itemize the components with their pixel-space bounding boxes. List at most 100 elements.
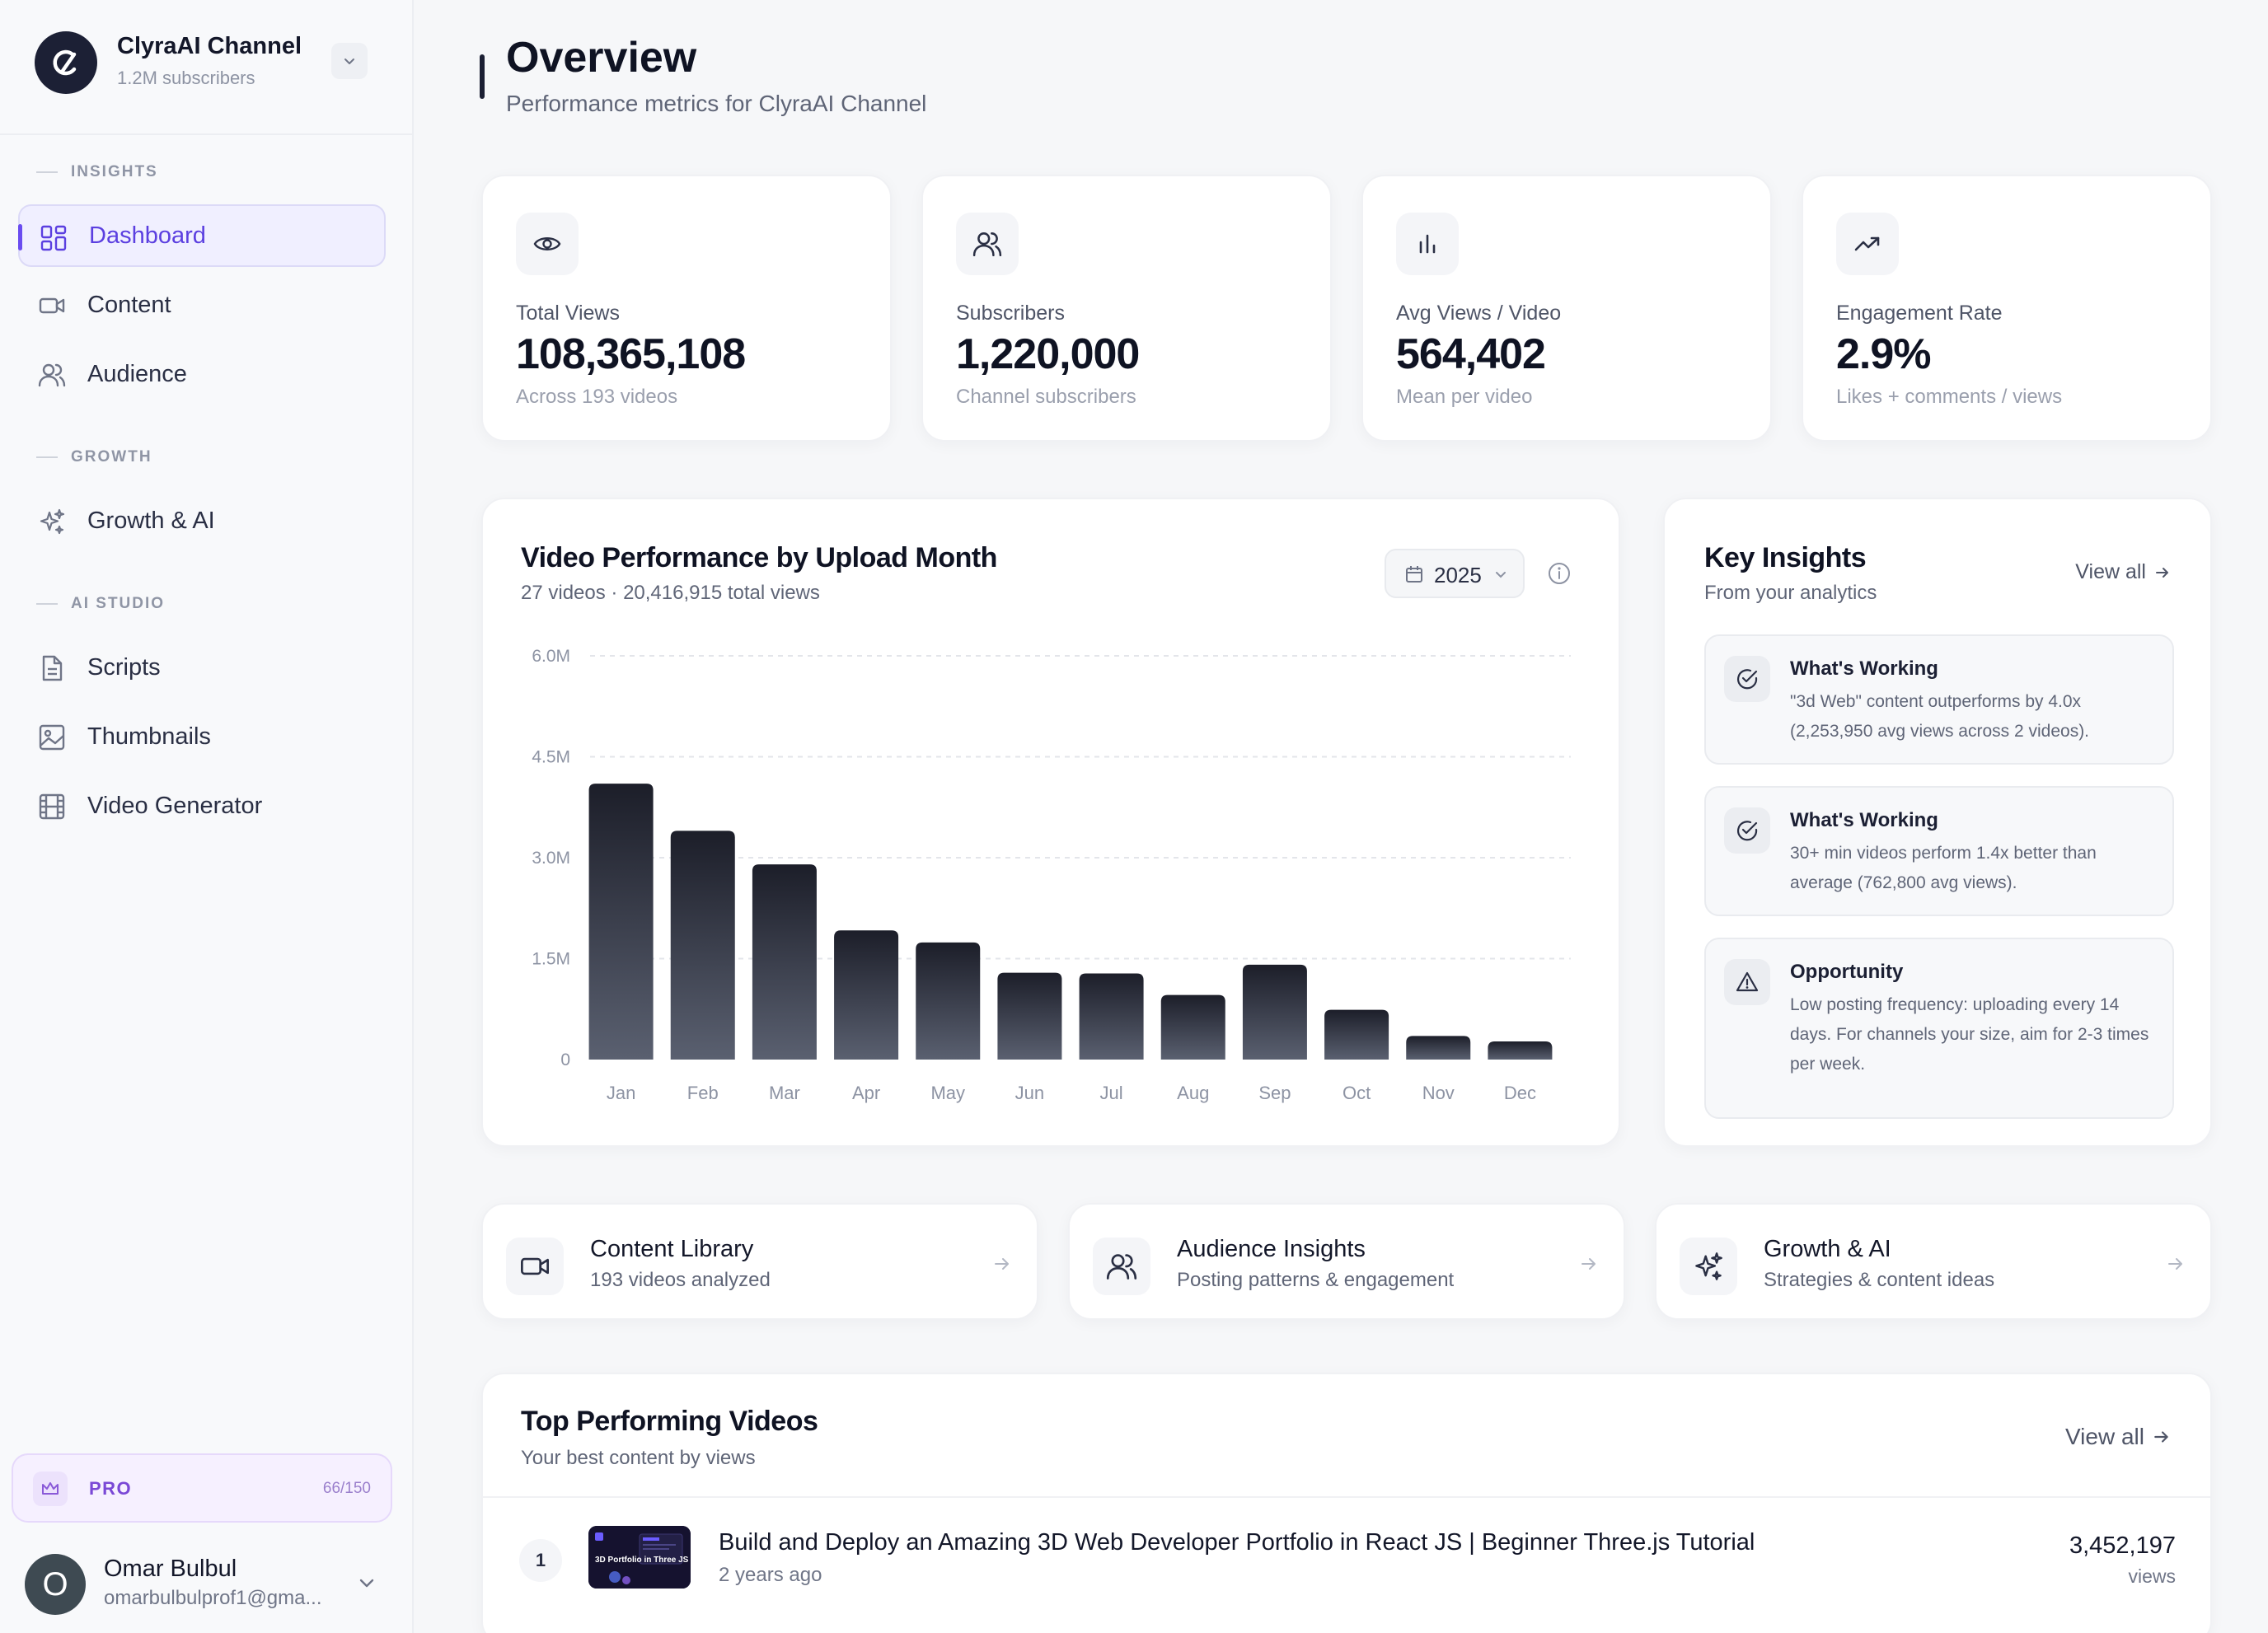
x-tick-label: Aug [1177, 1083, 1209, 1103]
sidebar-item-audience[interactable]: Audience [18, 343, 386, 405]
x-tick-label: Oct [1343, 1083, 1371, 1103]
sidebar-item-label: Audience [87, 360, 187, 387]
growth-ai-link[interactable]: Growth & AI Strategies & content ideas [1655, 1203, 2212, 1320]
y-tick-label: 3.0M [532, 849, 570, 868]
video-age: 2 years ago [719, 1564, 822, 1586]
bar-apr[interactable] [834, 930, 899, 1060]
info-icon[interactable] [1546, 560, 1572, 587]
stat-label: Total Views [516, 302, 620, 325]
arrow-right-icon [995, 1258, 1009, 1270]
link-subtitle: 193 videos analyzed [590, 1269, 771, 1291]
nav-section-ai-studio: AI STUDIO [36, 595, 165, 613]
x-tick-label: Sep [1258, 1083, 1291, 1103]
video-rank: 1 [519, 1539, 562, 1582]
stat-note: Mean per video [1396, 386, 1533, 408]
sidebar-item-video-generator[interactable]: Video Generator [18, 774, 386, 837]
bar-nov[interactable] [1406, 1036, 1471, 1060]
x-tick-label: Dec [1504, 1083, 1536, 1103]
sparkles-icon [40, 508, 65, 535]
stat-value: 564,402 [1396, 330, 1546, 378]
bar-mar[interactable] [752, 864, 817, 1060]
bar-feb[interactable] [670, 831, 735, 1060]
stat-label: Subscribers [956, 302, 1065, 325]
bar-oct[interactable] [1324, 1009, 1389, 1060]
stat-value: 1,220,000 [956, 330, 1140, 378]
insight-text: 30+ min videos perform 1.4x better than … [1790, 844, 2097, 892]
stat-note: Channel subscribers [956, 386, 1136, 408]
audience-insights-link[interactable]: Audience Insights Posting patterns & eng… [1068, 1203, 1625, 1320]
year-select[interactable]: 2025 [1385, 549, 1525, 598]
sidebar-item-scripts[interactable]: Scripts [18, 636, 386, 699]
y-tick-label: 0 [560, 1050, 570, 1069]
stat-note: Across 193 videos [516, 386, 678, 408]
users-icon [38, 363, 66, 387]
insight-title: Opportunity [1790, 961, 1904, 983]
warning-triangle-icon [1724, 959, 1770, 1005]
video-camera-icon [39, 297, 65, 314]
content-library-link[interactable]: Content Library 193 videos analyzed [481, 1203, 1038, 1320]
eye-icon [516, 213, 579, 275]
document-icon [42, 655, 63, 681]
sidebar-item-label: Thumbnails [87, 723, 211, 750]
insights-view-all-link[interactable]: View all [2075, 560, 2171, 584]
x-tick-label: Jun [1015, 1083, 1044, 1103]
x-tick-label: May [930, 1083, 965, 1103]
arrow-right-icon [2168, 1258, 2182, 1270]
sidebar-item-growth-ai[interactable]: Growth & AI [18, 489, 386, 552]
video-thumbnail: 3D Portfolio in Three JS [588, 1526, 691, 1589]
plan-usage-count: 66/150 [322, 1480, 371, 1497]
insight-item[interactable]: Opportunity Low posting frequency: uploa… [1704, 938, 2174, 1119]
top-videos-subtitle: Your best content by views [521, 1447, 756, 1469]
y-tick-label: 4.5M [532, 748, 570, 767]
insight-text: "3d Web" content outperforms by 4.0x (2,… [1790, 692, 2090, 741]
bar-jun[interactable] [997, 972, 1062, 1060]
stat-label: Avg Views / Video [1396, 302, 1562, 325]
chart-subtitle: 27 videos · 20,416,915 total views [521, 582, 820, 604]
bar-chart: 0 1.5M 3.0M 4.5M 6.0M Jan Feb Mar Apr May Jun Jul Au… [532, 647, 1571, 1103]
channel-logo [35, 31, 97, 94]
table-row[interactable]: 1 3D Portfolio in Three JS Build and Dep… [483, 1496, 2210, 1618]
sidebar-item-content[interactable]: Content [18, 274, 386, 336]
chevron-down-icon[interactable] [353, 1569, 381, 1597]
view-all-label: View all [2065, 1424, 2144, 1449]
user-menu[interactable]: O Omar Bulbul omarbulbulprof1@gma... [0, 1541, 412, 1633]
channel-subscribers: 1.2M subscribers [117, 68, 255, 88]
stat-card-total-views: Total Views 108,365,108 Across 193 video… [481, 175, 892, 442]
x-tick-label: Nov [1422, 1083, 1455, 1103]
sidebar: ClyraAI Channel 1.2M subscribers INSIGHT… [0, 0, 414, 1633]
channel-switcher[interactable]: ClyraAI Channel 1.2M subscribers [0, 0, 412, 135]
video-views: 3,452,197 [2069, 1532, 2176, 1559]
view-all-label: View all [2075, 560, 2146, 583]
insight-title: What's Working [1790, 657, 1938, 680]
bar-aug[interactable] [1160, 994, 1225, 1060]
calendar-icon [1406, 566, 1422, 583]
top-videos-card: Top Performing Videos Your best content … [481, 1373, 2212, 1633]
users-icon [1093, 1238, 1150, 1295]
crown-icon [33, 1472, 68, 1506]
bar-jul[interactable] [1079, 973, 1144, 1060]
x-tick-label: Apr [852, 1083, 880, 1103]
sidebar-item-thumbnails[interactable]: Thumbnails [18, 705, 386, 768]
plan-usage-card[interactable]: PRO 66/150 [12, 1453, 392, 1523]
bar-dec[interactable] [1488, 1041, 1553, 1060]
insight-item[interactable]: What's Working 30+ min videos perform 1.… [1704, 786, 2174, 916]
link-title: Audience Insights [1177, 1236, 1366, 1262]
stat-value: 2.9% [1836, 330, 1932, 378]
channel-dropdown-button[interactable] [331, 43, 368, 79]
sidebar-item-label: Video Generator [87, 792, 263, 819]
sidebar-item-label: Scripts [87, 653, 161, 681]
bar-may[interactable] [916, 942, 981, 1060]
sidebar-item-dashboard[interactable]: Dashboard [18, 204, 386, 267]
video-title: Build and Deploy an Amazing 3D Web Devel… [719, 1529, 1755, 1556]
dashboard-grid-icon [40, 225, 67, 251]
arrow-right-icon [1582, 1258, 1596, 1270]
stat-label: Engagement Rate [1836, 302, 2003, 325]
x-tick-label: Mar [769, 1083, 800, 1103]
stat-card-avg-views: Avg Views / Video 564,402 Mean per video [1361, 175, 1772, 442]
bar-jan[interactable] [588, 784, 654, 1060]
insight-item[interactable]: What's Working "3d Web" content outperfo… [1704, 634, 2174, 765]
bar-sep[interactable] [1242, 964, 1307, 1060]
top-videos-view-all-link[interactable]: View all [2065, 1424, 2171, 1450]
nav-section-growth: GROWTH [36, 448, 152, 466]
performance-chart-card: Video Performance by Upload Month 27 vid… [481, 498, 1620, 1147]
